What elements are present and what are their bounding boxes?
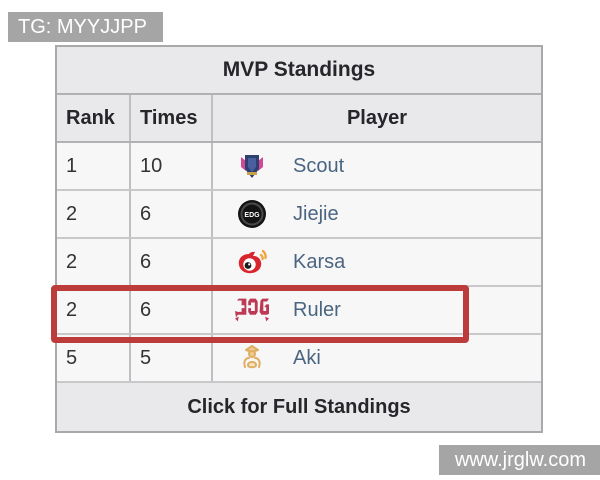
player-link[interactable]: Aki — [293, 346, 321, 369]
rank-cell: 2 — [57, 287, 131, 333]
table-row: 5 5 Aki — [57, 335, 541, 383]
rank-cell: 2 — [57, 239, 131, 285]
times-cell: 6 — [131, 191, 213, 237]
times-cell: 5 — [131, 335, 213, 381]
full-standings-link[interactable]: Click for Full Standings — [57, 383, 541, 431]
table-row: 1 10 Scout — [57, 143, 541, 191]
watermark-bottom-right: www.jrglw.com — [438, 445, 600, 475]
rank-cell: 2 — [57, 191, 131, 237]
mvp-standings-table: MVP Standings Rank Times Player 1 10 — [51, 45, 543, 433]
player-link[interactable]: Ruler — [293, 298, 341, 321]
table-title: MVP Standings — [57, 47, 541, 95]
table-row: 2 6 EDG Jiejie — [57, 191, 541, 239]
times-cell: 6 — [131, 239, 213, 285]
lng-crest-icon[interactable] — [235, 149, 269, 183]
edg-circle-icon[interactable]: EDG — [235, 197, 269, 231]
table-row: 2 6 Ruler — [57, 287, 541, 335]
gold-figure-icon[interactable] — [235, 341, 269, 375]
watermark-top-left: TG: MYYJJPP — [8, 12, 163, 42]
weibo-eye-icon[interactable] — [235, 245, 269, 279]
column-header-times: Times — [131, 95, 213, 141]
table-row: 2 6 Karsa — [57, 239, 541, 287]
column-header-rank: Rank — [57, 95, 131, 141]
rank-cell: 5 — [57, 335, 131, 381]
rank-cell: 1 — [57, 143, 131, 189]
table-header-row: Rank Times Player — [57, 95, 541, 143]
player-link[interactable]: Scout — [293, 154, 345, 177]
player-link[interactable]: Karsa — [293, 250, 346, 273]
svg-text:EDG: EDG — [244, 212, 260, 219]
jdg-letters-icon[interactable] — [235, 293, 269, 327]
column-header-player: Player — [346, 106, 408, 129]
times-cell: 6 — [131, 287, 213, 333]
player-link[interactable]: Jiejie — [293, 202, 339, 225]
times-cell: 10 — [131, 143, 213, 189]
